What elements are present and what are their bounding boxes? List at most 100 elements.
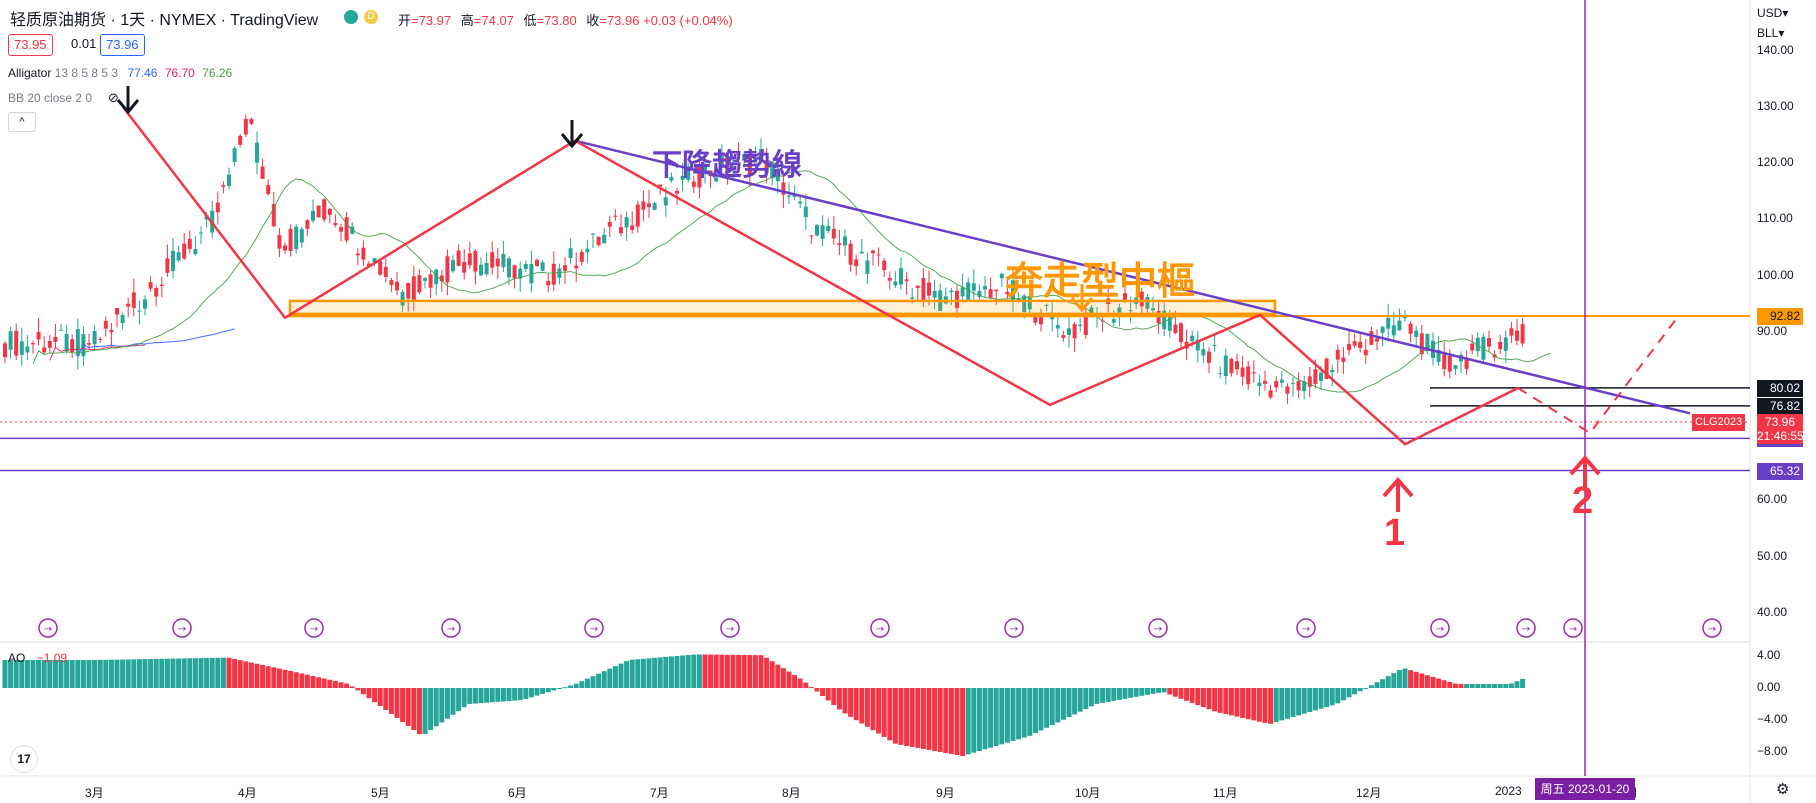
candle-body bbox=[1145, 297, 1150, 309]
ao-bar bbox=[260, 664, 266, 688]
candle-body bbox=[843, 236, 847, 246]
hidden-eye-icon[interactable]: ⊘ bbox=[108, 90, 119, 105]
event-marker-icon bbox=[441, 618, 461, 638]
settings-gear-icon[interactable]: ⚙ bbox=[1776, 781, 1790, 798]
candle-body bbox=[266, 185, 271, 195]
ao-bar bbox=[495, 688, 501, 702]
ao-bar bbox=[1044, 688, 1050, 728]
collapse-legend-button[interactable]: ^ bbox=[8, 112, 36, 132]
bb-legend[interactable]: BB 20 close 2 0 bbox=[8, 91, 92, 105]
ao-bar bbox=[971, 688, 977, 753]
ao-bar bbox=[439, 688, 445, 723]
candle-body bbox=[1285, 386, 1290, 394]
alligator-teeth-value: 76.70 bbox=[164, 66, 195, 80]
tradingview-logo[interactable]: 17 bbox=[10, 745, 38, 773]
candle-body bbox=[148, 282, 153, 289]
close-label: 收 bbox=[586, 13, 600, 28]
ao-bar bbox=[1100, 688, 1106, 703]
ao-bar bbox=[472, 688, 478, 704]
candle-body bbox=[983, 286, 987, 290]
event-arrow-glyph: → bbox=[1569, 624, 1577, 635]
candle-body bbox=[1201, 349, 1206, 356]
ao-bar bbox=[859, 688, 865, 724]
ao-bar bbox=[982, 688, 988, 750]
ao-bar bbox=[1172, 688, 1178, 697]
candle-body bbox=[1117, 307, 1122, 313]
open-value: =73.97 bbox=[411, 13, 452, 28]
ao-bar bbox=[663, 656, 669, 688]
event-marker-icon bbox=[172, 618, 192, 638]
ao-bar bbox=[1083, 688, 1089, 710]
candle-body bbox=[1391, 325, 1396, 336]
candle-body bbox=[787, 195, 791, 197]
candle-body bbox=[294, 226, 299, 250]
ao-bar bbox=[377, 688, 383, 707]
ao-bar bbox=[1492, 684, 1498, 688]
ao-bar bbox=[405, 688, 411, 727]
ao-bar bbox=[226, 657, 232, 688]
ao-bar bbox=[920, 688, 926, 749]
candle-body bbox=[411, 276, 416, 300]
candle-body bbox=[1291, 382, 1295, 384]
event-arrow-glyph: → bbox=[1436, 624, 1444, 635]
ao-bar bbox=[176, 658, 182, 688]
ao-bar bbox=[243, 661, 249, 688]
ao-bar bbox=[685, 655, 691, 688]
event-marker-icon bbox=[1296, 618, 1316, 638]
alligator-legend[interactable]: Alligator 13 8 5 8 5 3 77.46 76.70 76.26 bbox=[8, 66, 232, 80]
ao-bar bbox=[103, 659, 109, 688]
candle-body bbox=[1436, 350, 1441, 362]
candle-body bbox=[1375, 338, 1379, 342]
ao-bar bbox=[512, 688, 518, 701]
ao-bar bbox=[1430, 676, 1436, 688]
event-marker-icon bbox=[1516, 618, 1536, 638]
candle-body bbox=[47, 341, 52, 348]
candle-body bbox=[1033, 315, 1038, 323]
candle-body bbox=[876, 254, 881, 256]
candle-body bbox=[540, 262, 545, 271]
ao-bar bbox=[388, 688, 394, 714]
ao-bar bbox=[1307, 688, 1313, 713]
ao-bar bbox=[349, 686, 355, 688]
candle-body bbox=[484, 262, 489, 275]
ao-bar bbox=[394, 688, 400, 718]
candle-body bbox=[955, 290, 959, 308]
candle-body bbox=[831, 228, 836, 239]
ao-bar bbox=[58, 660, 64, 688]
ao-legend[interactable]: AO −1.09 bbox=[8, 651, 67, 665]
ao-bar bbox=[1312, 688, 1318, 711]
ao-bar bbox=[1021, 688, 1027, 738]
ao-bar bbox=[965, 688, 971, 755]
ao-bar bbox=[1284, 688, 1290, 719]
candle-body bbox=[1229, 358, 1234, 374]
ao-bar bbox=[1436, 678, 1442, 688]
sell-price-button[interactable]: 73.95 bbox=[8, 34, 53, 56]
candle-body bbox=[193, 248, 198, 255]
alligator-jaw-value: 77.46 bbox=[127, 66, 158, 80]
candle-body bbox=[714, 177, 719, 182]
candle-body bbox=[1470, 343, 1475, 351]
candle-body bbox=[109, 330, 114, 333]
ao-bar bbox=[590, 676, 596, 688]
currency-selector[interactable]: USD▾ bbox=[1757, 6, 1789, 20]
candle-body bbox=[1195, 339, 1200, 351]
ao-bar bbox=[344, 683, 350, 688]
ao-bar bbox=[400, 688, 406, 722]
ao-bar bbox=[1279, 688, 1285, 721]
candle-body bbox=[165, 258, 170, 273]
candle-body bbox=[311, 210, 315, 221]
buy-price-button[interactable]: 73.96 bbox=[100, 34, 145, 56]
ao-bar bbox=[1480, 684, 1486, 688]
time-axis-label: 6月 bbox=[508, 786, 527, 800]
candle-body bbox=[882, 260, 887, 271]
unit-selector[interactable]: BLL▾ bbox=[1757, 26, 1785, 40]
bar-countdown: 21:46:55 bbox=[1757, 428, 1804, 443]
ao-bar bbox=[708, 654, 714, 688]
ao-bar bbox=[1016, 688, 1022, 740]
ao-bar bbox=[853, 688, 859, 721]
ao-axis-label: 4.00 bbox=[1757, 648, 1781, 662]
candle-body bbox=[1341, 357, 1346, 362]
candle-body bbox=[1011, 280, 1015, 301]
candle-body bbox=[215, 202, 220, 213]
